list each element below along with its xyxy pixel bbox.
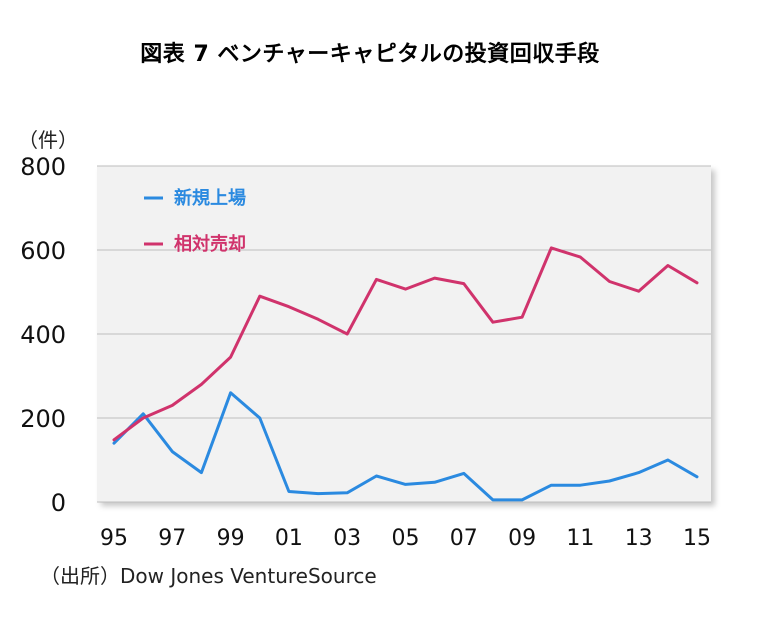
series-lines xyxy=(112,246,699,502)
data-point xyxy=(579,255,582,259)
y-tick-label: 400 xyxy=(20,321,66,349)
x-tick-label: 95 xyxy=(100,526,128,551)
data-point xyxy=(695,475,699,478)
data-point xyxy=(579,484,582,487)
x-tick-label: 07 xyxy=(450,526,478,551)
data-point xyxy=(637,471,640,474)
data-point xyxy=(550,246,553,250)
x-tick-label: 97 xyxy=(158,526,186,551)
data-point xyxy=(433,276,436,280)
x-tick-label: 15 xyxy=(683,526,711,551)
data-point xyxy=(141,416,145,420)
data-point xyxy=(229,355,232,359)
data-point xyxy=(200,383,203,386)
data-point xyxy=(112,438,116,442)
data-point xyxy=(112,442,116,445)
data-point xyxy=(171,404,174,407)
source-note: （出所）Dow Jones VentureSource xyxy=(40,564,377,588)
x-axis-ticks: 95 97 99 01 03 05 07 09 11 13 15 xyxy=(100,526,711,551)
data-point xyxy=(171,450,174,453)
y-tick-label: 200 xyxy=(20,405,66,433)
x-tick-label: 05 xyxy=(392,526,420,551)
data-point xyxy=(550,484,553,487)
data-point xyxy=(608,479,611,483)
data-point xyxy=(462,282,465,285)
data-point xyxy=(346,491,349,494)
x-tick-label: 99 xyxy=(217,526,245,551)
x-tick-label: 09 xyxy=(508,526,536,551)
data-point xyxy=(695,281,699,284)
data-point xyxy=(375,278,378,281)
data-point xyxy=(258,416,261,420)
data-point xyxy=(433,481,436,484)
chart-title: 図表 7 ベンチャーキャピタルの投資回収手段 xyxy=(140,42,600,67)
data-point xyxy=(520,316,524,319)
y-axis-unit-label: （件） xyxy=(18,128,78,152)
y-tick-label: 0 xyxy=(51,489,66,517)
y-axis-ticks: 0 200 400 600 800 xyxy=(20,153,66,517)
data-point xyxy=(229,391,232,394)
data-point xyxy=(491,498,495,502)
data-point xyxy=(316,318,320,321)
data-point xyxy=(258,295,261,298)
data-point xyxy=(141,412,145,415)
y-tick-label: 800 xyxy=(20,153,66,181)
data-point xyxy=(666,264,670,267)
data-point xyxy=(462,472,465,475)
data-point xyxy=(520,498,524,502)
data-point xyxy=(346,332,349,336)
data-point xyxy=(287,490,291,493)
x-tick-label: 03 xyxy=(333,526,361,551)
data-point xyxy=(404,483,407,486)
data-point xyxy=(404,287,407,291)
data-point xyxy=(375,474,378,478)
data-point xyxy=(316,492,320,495)
data-point xyxy=(287,305,291,308)
data-point xyxy=(637,289,640,293)
x-tick-label: 13 xyxy=(625,526,653,551)
x-tick-label: 01 xyxy=(275,526,303,551)
x-tick-label: 11 xyxy=(566,526,594,551)
gridlines xyxy=(97,165,711,503)
data-point xyxy=(666,458,670,462)
data-point xyxy=(200,471,203,474)
legend-label: 相対売却 xyxy=(174,233,246,255)
data-point xyxy=(608,280,611,283)
y-tick-label: 600 xyxy=(20,237,66,265)
legend-label: 新規上場 xyxy=(174,187,246,209)
data-point xyxy=(491,321,495,324)
